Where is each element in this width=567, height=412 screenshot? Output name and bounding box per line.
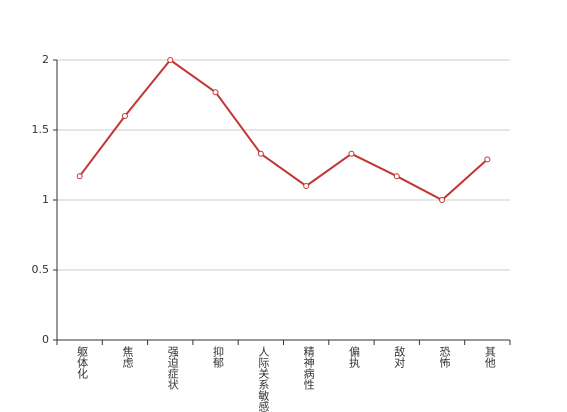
x-tick-label: 抑郁	[211, 346, 225, 368]
x-tick-label: 精神病性	[302, 346, 316, 390]
x-tick-label: 焦虑	[120, 346, 134, 368]
x-tick-label: 其他	[483, 346, 497, 368]
y-tick-label: 1.5	[32, 123, 50, 136]
point	[439, 197, 446, 203]
x-tick-label: 强迫症状	[166, 346, 180, 390]
line	[78, 58, 489, 202]
page: 00.511.52 (() => { const data = JSON.par…	[31, 53, 511, 412]
y-tick-label: 0	[42, 333, 49, 346]
x-tick-label: 躯体化	[75, 346, 89, 379]
point	[121, 113, 128, 119]
point	[257, 150, 264, 157]
point	[212, 89, 219, 96]
y-tick-label: 2	[42, 53, 49, 66]
x-tick-label: 偏执	[347, 346, 361, 368]
y-tick-label: 1	[42, 193, 49, 206]
x-tick-label: 敌对	[392, 346, 406, 368]
point	[348, 150, 355, 157]
chart: 0 0.5 1 1.5 2	[32, 53, 511, 346]
point	[303, 183, 310, 189]
y-tick-label: 0.5	[32, 263, 50, 276]
x-tick-label: 恐怖	[438, 346, 452, 368]
point	[484, 156, 491, 163]
point	[167, 57, 174, 63]
point	[393, 173, 400, 180]
point	[76, 173, 83, 180]
x-tick-label: 人际关系敏感	[256, 346, 270, 412]
